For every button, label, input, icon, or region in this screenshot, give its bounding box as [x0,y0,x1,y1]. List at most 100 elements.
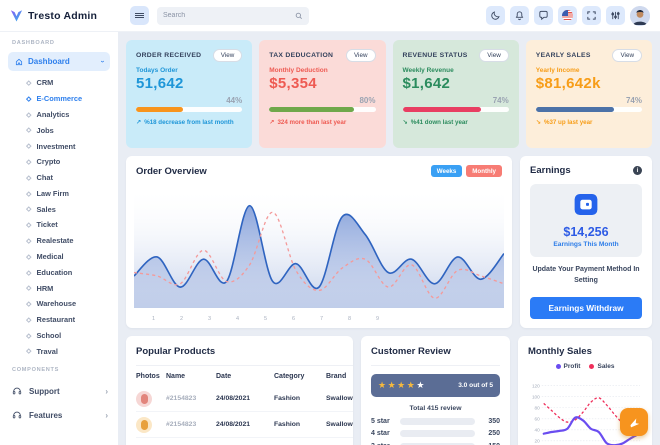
sidebar-sub-item[interactable]: Law Firm [0,185,118,201]
sidebar-sub-item[interactable]: Warehouse [0,296,118,312]
svg-text:80: 80 [535,405,541,411]
star-icon: ★ [378,380,388,390]
column-header: Brand [326,372,347,380]
rating-banner: ★★★★★ 3.0 out of 5 [371,374,500,397]
stat-card-title: TAX DEDUCATION [269,52,334,59]
sidebar-component-item[interactable]: Support › [0,379,118,403]
component-icon [12,387,22,395]
x-axis-tick-label: 4 [236,316,240,322]
stat-card-value: $1,642 [402,75,451,92]
search-input[interactable] [163,12,295,19]
stat-cards-row: ORDER RECEIVED View Todays Order 51,642 … [126,40,652,148]
star-icon: ★ [416,380,426,390]
sidebar-sub-item[interactable]: Education [0,264,118,280]
stat-card-caption: ↘ %41 down last year [403,119,509,126]
customer-review-title: Customer Review [371,346,451,357]
settings-button[interactable] [606,6,625,25]
rating-bar-value: 250 [488,430,500,437]
fullscreen-icon [587,11,596,20]
stat-card-subtitle: Monthly Deduction [269,67,328,74]
sidebar-sub-item[interactable]: CRM [0,75,118,91]
svg-text:20: 20 [535,439,541,445]
sidebar-sub-item[interactable]: Medical [0,249,118,265]
star-rating: ★★★★★ [378,380,426,391]
bullet-icon [26,301,32,307]
stat-card-caption-text: %41 down last year [410,119,468,126]
sidebar-sub-item[interactable]: Restaurant [0,312,118,328]
stat-card-caption-text: 324 more than last year [277,119,347,126]
hamburger-icon [135,13,144,18]
monthly-toggle-button[interactable]: Monthly [466,165,502,177]
language-button[interactable] [558,6,577,25]
rating-text: 3.0 out of 5 [458,382,493,389]
sidebar-component-item[interactable]: Features › [0,403,118,427]
bullet-icon [26,206,32,212]
sidebar-sub-item-label: Warehouse [36,299,77,309]
buy-now-button[interactable] [620,408,648,436]
sidebar-item-dashboard[interactable]: Dashboard › [8,52,110,71]
sidebar-sub-item[interactable]: E-Commerce [0,91,118,107]
column-header: Date [216,372,232,380]
bullet-icon [26,175,32,181]
sidebar-sub-item[interactable]: Investment [0,138,118,154]
stat-card-caption: ↗ 324 more than last year [269,119,375,126]
x-axis-tick-label: 5 [264,316,268,322]
sidebar-item-label: Dashboard [28,57,70,66]
stat-card-value: $81,642k [535,75,601,92]
x-axis-tick-label: 2 [180,316,184,322]
sidebar-sub-item[interactable]: Sales [0,201,118,217]
bullet-icon [26,143,32,149]
sidebar-sub-item[interactable]: Traval [0,343,118,359]
profile-avatar[interactable] [630,5,650,26]
fullscreen-button[interactable] [582,6,601,25]
brand[interactable]: Tresto Admin [0,8,118,23]
column-header: Name [166,372,186,380]
legend-item: Sales [589,363,614,370]
stat-card-caption: ↘ %37 up last year [536,119,642,126]
customer-review-panel: Customer Review ★★★★★ 3.0 out of 5 Total… [361,336,510,445]
x-axis-tick-label: 1 [152,316,156,322]
rating-bar-value: 150 [480,443,500,445]
column-header: Category [274,372,305,380]
stat-card-view-button[interactable]: View [212,49,243,62]
table-row: #2154823 24/08/2021 Fashion Swallow $98 [136,386,353,412]
sidebar-sub-item-label: Law Firm [36,188,69,198]
stat-card-view-button[interactable]: View [345,49,376,62]
bullet-icon [26,285,32,291]
rating-bar-label: 5 star [371,417,390,425]
sidebar-sub-item[interactable]: Ticket [0,217,118,233]
sidebar-section-dashboard: DASHBOARD [12,40,55,46]
svg-text:120: 120 [532,383,540,389]
sidebar-sub-item[interactable]: HRM [0,280,118,296]
order-overview-x-axis: 1 2 3 4 5 6 7 8 9 [152,316,404,322]
stat-card-caption-text: %18 decrease from last month [144,119,234,126]
legend-label: Sales [597,363,615,370]
info-icon[interactable]: i [633,166,642,175]
stat-card-title: YEARLY SALES [535,52,591,59]
messages-button[interactable] [534,6,553,25]
sidebar-sub-item[interactable]: Crypto [0,154,118,170]
x-axis-tick-label: 8 [348,316,352,322]
sidebar-sub-item[interactable]: School [0,328,118,344]
stat-card-view-button[interactable]: View [612,49,642,62]
notifications-button[interactable] [510,6,529,25]
stat-card-value: $5,354 [269,75,317,92]
chat-bubble-icon [539,10,548,21]
sidebar-sub-item[interactable]: Chat [0,170,118,186]
menu-toggle-button[interactable] [130,6,149,25]
sidebar-sub-item[interactable]: Realestate [0,233,118,249]
stat-card-progress-fill [402,107,482,112]
product-photo [136,390,152,407]
sidebar-sub-item-label: E-Commerce [36,94,83,104]
stat-card-progress-track [269,107,376,112]
sidebar-sub-item[interactable]: Jobs [0,122,118,138]
weeks-toggle-button[interactable]: Weeks [430,165,463,177]
dark-mode-button[interactable] [486,6,505,25]
stat-card-view-button[interactable]: View [479,49,509,62]
bullet-icon [26,80,32,86]
earnings-withdraw-button[interactable]: Earnings Withdraw [530,297,642,319]
sidebar-sub-item[interactable]: Analytics [0,107,118,123]
stat-card-subtitle: Todays Order [136,67,178,74]
popular-products-title: Popular Products [136,346,216,357]
trend-arrow-icon: ↗ [269,119,275,126]
